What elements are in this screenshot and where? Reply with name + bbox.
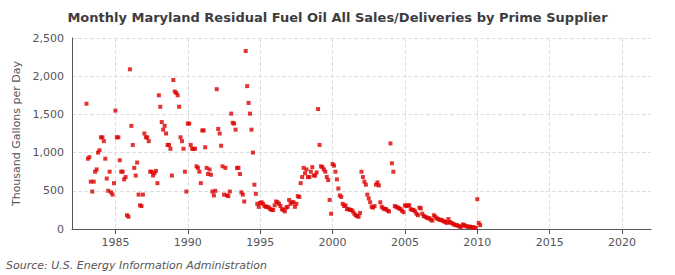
svg-text:Monthly Maryland Residual Fuel: Monthly Maryland Residual Fuel Oil All S… xyxy=(67,10,608,25)
svg-text:1995: 1995 xyxy=(246,236,274,249)
svg-text:1990: 1990 xyxy=(174,236,202,249)
svg-text:2020: 2020 xyxy=(608,236,636,249)
svg-text:2000: 2000 xyxy=(319,236,347,249)
svg-text:1985: 1985 xyxy=(101,236,129,249)
svg-text:500: 500 xyxy=(43,184,64,197)
svg-text:2,000: 2,000 xyxy=(33,70,65,83)
svg-text:Thousand Gallons per Day: Thousand Gallons per Day xyxy=(10,60,23,207)
svg-text:1,000: 1,000 xyxy=(33,146,65,159)
svg-text:Source: U.S. Energy Informatio: Source: U.S. Energy Information Administ… xyxy=(6,259,267,272)
svg-text:1,500: 1,500 xyxy=(33,108,65,121)
svg-text:2005: 2005 xyxy=(391,236,419,249)
svg-text:2,500: 2,500 xyxy=(33,32,65,45)
svg-text:2015: 2015 xyxy=(536,236,564,249)
svg-text:0: 0 xyxy=(57,223,64,236)
svg-text:2010: 2010 xyxy=(463,236,491,249)
